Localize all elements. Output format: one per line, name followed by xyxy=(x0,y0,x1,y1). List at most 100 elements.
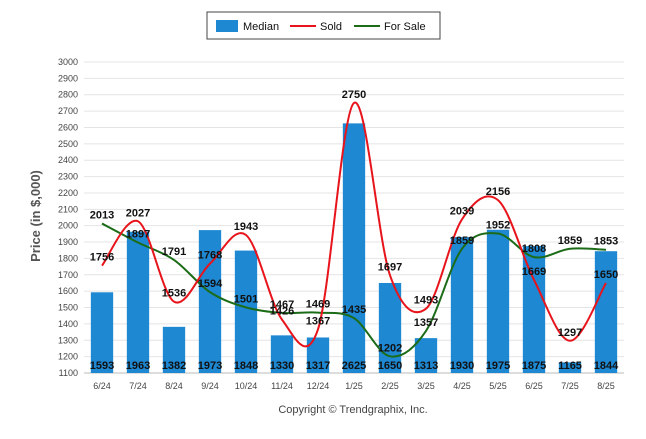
ticks: 1100 1200 1300 1400 1500 1600 1700 1800 1900 2000… xyxy=(58,57,615,391)
y-tick-label: 2600 xyxy=(58,122,78,132)
for-sale-value-label: 1791 xyxy=(162,246,186,258)
sold-value-label: 1756 xyxy=(90,252,114,264)
sold-value-label: 1669 xyxy=(522,266,546,278)
sold-value-label: 1650 xyxy=(594,269,618,281)
y-tick-label: 1300 xyxy=(58,335,78,345)
median-bar xyxy=(594,251,618,373)
sold-value-label: 1426 xyxy=(270,306,294,318)
for-sale-value-label: 1501 xyxy=(234,293,258,305)
median-value-label: 1650 xyxy=(378,360,402,372)
x-tick-label: 7/25 xyxy=(561,381,579,391)
x-tick-label: 1/25 xyxy=(345,381,363,391)
for-sale-value-label: 1594 xyxy=(198,278,223,290)
y-tick-label: 1700 xyxy=(58,270,78,280)
for-sale-value-label: 1859 xyxy=(558,235,582,247)
median-bar xyxy=(342,123,366,373)
for-sale-value-label: 1853 xyxy=(594,236,618,248)
median-value-label: 2625 xyxy=(342,360,366,372)
sold-value-label: 2027 xyxy=(126,207,150,219)
y-tick-label: 3000 xyxy=(58,57,78,67)
x-tick-label: 10/24 xyxy=(235,381,258,391)
y-tick-label: 2700 xyxy=(58,106,78,116)
for-sale-value-label: 1202 xyxy=(378,342,402,354)
y-tick-label: 2000 xyxy=(58,221,78,231)
sold-value-label: 1493 xyxy=(414,295,438,307)
legend-label-median: Median xyxy=(243,21,279,33)
y-tick-label: 2400 xyxy=(58,155,78,165)
for-sale-value-label: 2013 xyxy=(90,210,114,222)
median-value-label: 1875 xyxy=(522,360,546,372)
median-value-label: 1930 xyxy=(450,360,474,372)
median-value-label: 1330 xyxy=(270,360,294,372)
y-tick-label: 1800 xyxy=(58,253,78,263)
copyright-credit: Copyright © Trendgraphix, Inc. xyxy=(278,404,427,416)
y-tick-label: 1600 xyxy=(58,286,78,296)
x-tick-label: 8/25 xyxy=(597,381,615,391)
median-bar xyxy=(162,326,186,373)
x-tick-label: 4/25 xyxy=(453,381,471,391)
median-value-label: 1844 xyxy=(594,360,619,372)
median-bar xyxy=(306,337,330,373)
sold-value-label: 1697 xyxy=(378,261,402,273)
y-tick-label: 2300 xyxy=(58,172,78,182)
labels: 2013 1897 1791 1594 1501 1467 1469 1435 1202 1357… xyxy=(90,89,619,372)
median-bar xyxy=(270,335,294,373)
y-tick-label: 1100 xyxy=(59,368,78,378)
for-sale-value-label: 1897 xyxy=(126,229,150,241)
median-bar xyxy=(558,362,582,373)
median-value-label: 1975 xyxy=(486,360,510,372)
sold-value-label: 1768 xyxy=(198,250,222,262)
y-tick-label: 2900 xyxy=(58,73,78,83)
x-tick-label: 6/25 xyxy=(525,381,543,391)
x-tick-label: 3/25 xyxy=(417,381,435,391)
sold-value-label: 2156 xyxy=(486,186,510,198)
median-value-label: 1963 xyxy=(126,360,150,372)
lines xyxy=(101,101,607,358)
y-tick-label: 1500 xyxy=(58,303,78,313)
median-value-label: 1313 xyxy=(414,360,438,372)
median-bar xyxy=(198,230,222,373)
legend-label-for-sale: For Sale xyxy=(384,21,426,33)
median-value-label: 1973 xyxy=(198,360,222,372)
median-bar xyxy=(486,229,510,373)
x-tick-label: 7/24 xyxy=(129,381,147,391)
legend-label-sold: Sold xyxy=(320,21,342,33)
y-tick-label: 2500 xyxy=(58,139,78,149)
y-axis-title: Price (in $,000) xyxy=(28,170,43,262)
y-tick-label: 2200 xyxy=(58,188,78,198)
median-value-label: 1165 xyxy=(558,360,582,372)
median-bar xyxy=(522,246,546,373)
for-sale-value-label: 1952 xyxy=(486,220,510,232)
median-value-label: 1382 xyxy=(162,360,186,372)
y-tick-label: 2100 xyxy=(58,204,78,214)
for-sale-value-label: 1859 xyxy=(450,235,474,247)
median-bar xyxy=(450,237,474,373)
y-tick-label: 2800 xyxy=(58,90,78,100)
median-value-label: 1848 xyxy=(234,360,258,372)
x-tick-label: 5/25 xyxy=(489,381,507,391)
y-tick-label: 1900 xyxy=(58,237,78,247)
bars xyxy=(90,123,618,373)
sold-line xyxy=(101,101,607,348)
x-tick-label: 8/24 xyxy=(165,381,183,391)
sold-value-label: 1297 xyxy=(558,327,582,339)
x-tick-label: 11/24 xyxy=(271,381,293,391)
legend-box xyxy=(206,11,441,40)
sold-value-label: 2750 xyxy=(342,89,366,101)
sold-value-label: 1536 xyxy=(162,288,186,300)
y-tick-label: 1200 xyxy=(58,352,78,362)
median-bar xyxy=(414,338,438,373)
median-value-label: 1317 xyxy=(306,360,330,372)
for-sale-value-label: 1808 xyxy=(522,243,546,255)
median-bar xyxy=(378,282,402,373)
x-tick-label: 6/24 xyxy=(93,381,111,391)
median-bar xyxy=(234,250,258,373)
for-sale-value-label: 1467 xyxy=(270,299,294,311)
sold-value-label: 1943 xyxy=(234,221,258,233)
for-sale-value-label: 1435 xyxy=(342,304,366,316)
x-tick-label: 9/24 xyxy=(201,381,219,391)
median-value-label: 1593 xyxy=(90,360,114,372)
x-tick-label: 2/25 xyxy=(381,381,399,391)
